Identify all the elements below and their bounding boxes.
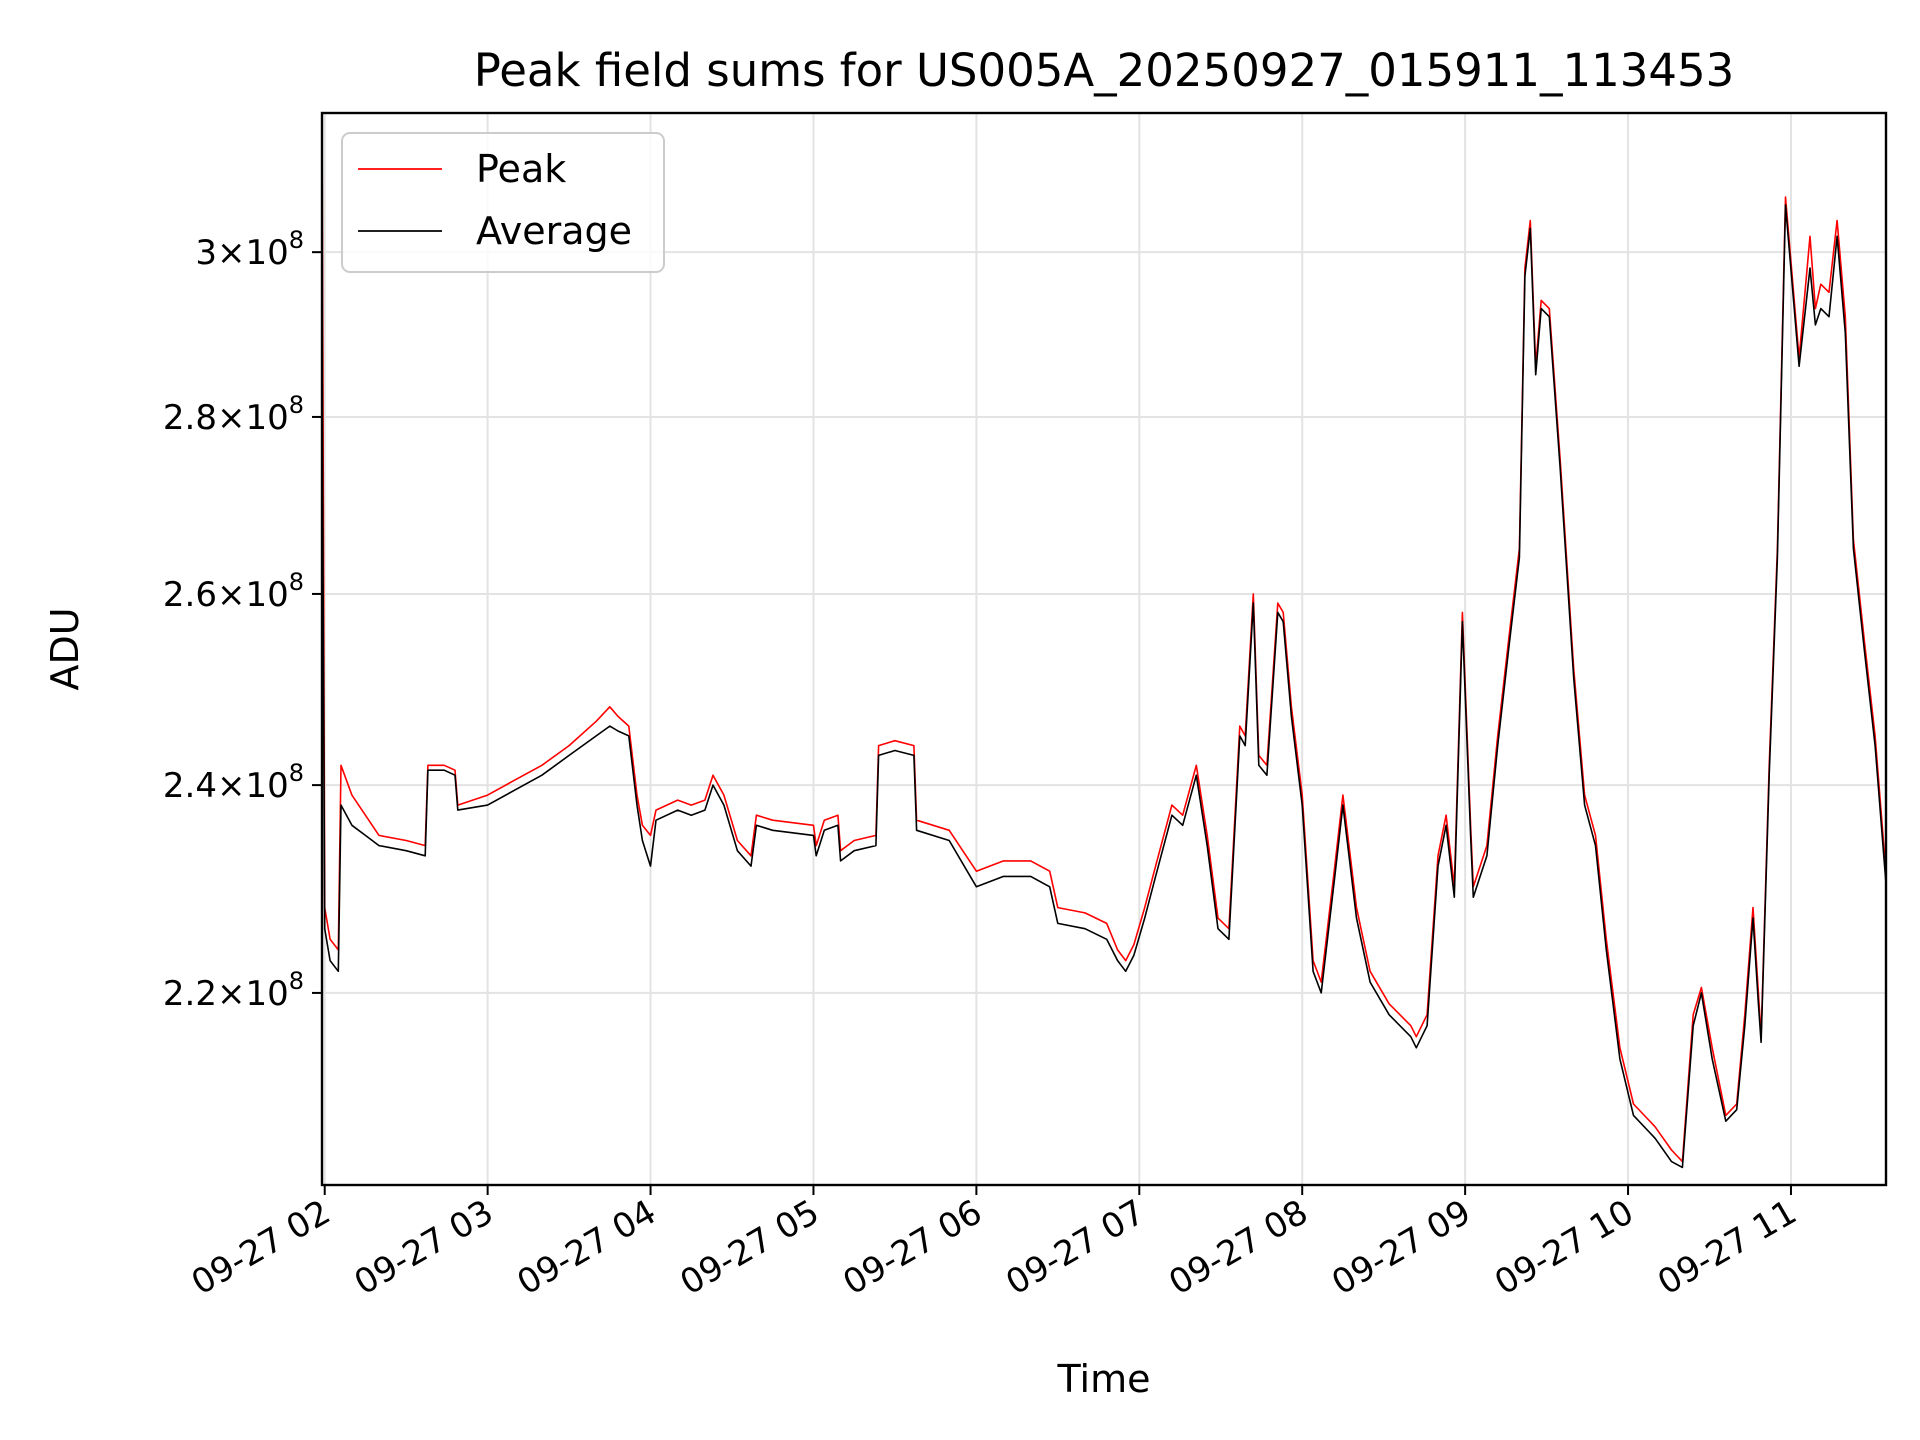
- plot-area-frame: [320, 111, 1888, 1187]
- x-tick-label: 09-27 05: [674, 1192, 826, 1303]
- y-axis-ticks: 2.2×108 2.4×108 2.6×108 2.8×108 3×108: [163, 226, 322, 1014]
- x-axis-ticks: 09-27 02 09-27 03 09-27 04 09-27 05 09-27 06…: [185, 1185, 1803, 1303]
- legend-label-average: Average: [476, 209, 632, 253]
- y-gridlines: [322, 251, 1886, 994]
- legend-box: [341, 132, 665, 273]
- y-axis-label: ADU: [43, 607, 87, 690]
- x-tick-label: 09-27 02: [185, 1192, 337, 1303]
- x-gridlines: [323, 113, 1792, 1185]
- legend: Peak Average: [341, 132, 665, 273]
- x-tick-label: 09-27 04: [511, 1192, 663, 1303]
- x-tick-label: 09-27 09: [1325, 1192, 1477, 1303]
- x-tick-label: 09-27 11: [1651, 1192, 1803, 1303]
- y-tick-label: 2.2×108: [163, 967, 304, 1014]
- chart-title: Peak field sums for US005A_20250927_0159…: [474, 44, 1735, 97]
- x-tick-label: 09-27 03: [348, 1192, 500, 1303]
- x-tick-label: 09-27 07: [999, 1192, 1151, 1303]
- y-tick-label: 3×108: [195, 226, 304, 273]
- x-tick-label: 09-27 08: [1162, 1192, 1314, 1303]
- y-tick-label: 2.8×108: [163, 391, 304, 438]
- y-tick-label: 2.4×108: [163, 759, 304, 806]
- y-tick-label: 2.6×108: [163, 568, 304, 615]
- legend-label-peak: Peak: [476, 147, 566, 191]
- x-axis-label: Time: [1057, 1357, 1151, 1401]
- x-tick-label: 09-27 06: [836, 1192, 988, 1303]
- x-tick-label: 09-27 10: [1488, 1192, 1640, 1303]
- series-line-average: [322, 204, 1886, 1169]
